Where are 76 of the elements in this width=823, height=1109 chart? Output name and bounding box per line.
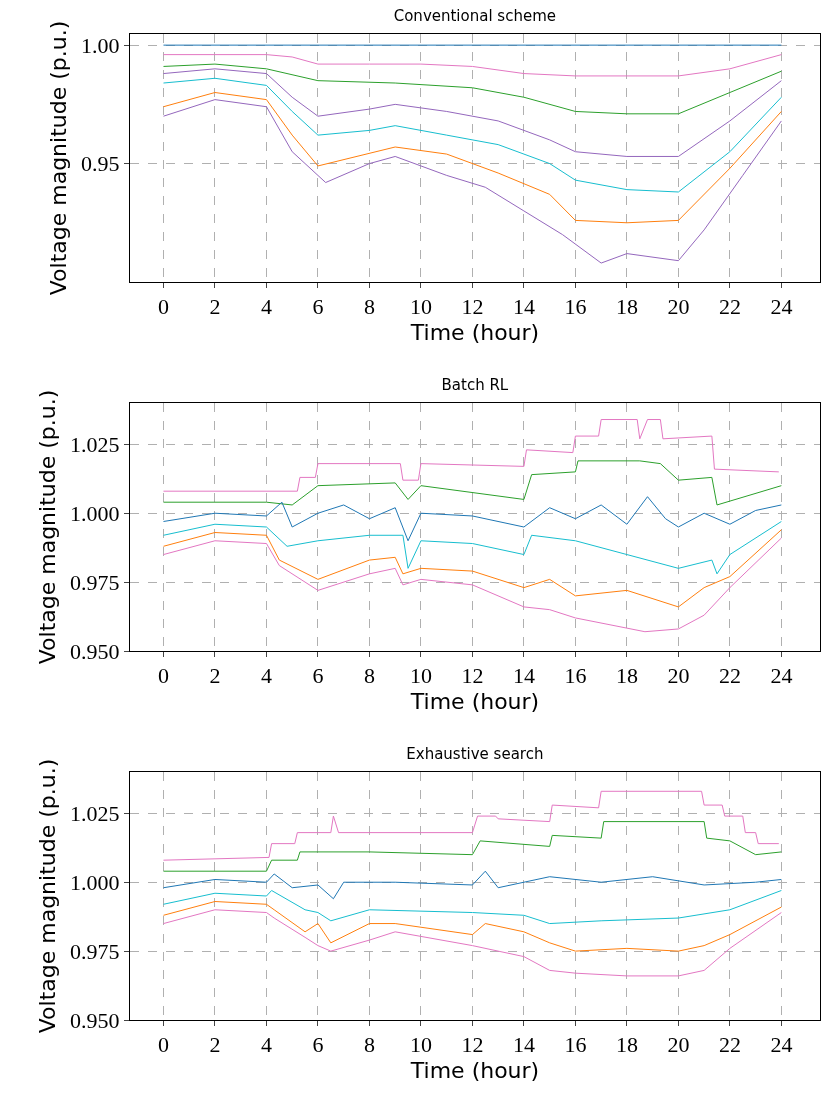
y-tick-label: 1.000 [70,869,120,895]
x-tick-label: 4 [260,663,272,689]
y-axis-title: Voltage magnitude (p.u.) [34,389,60,665]
x-tick-label: 20 [667,663,690,689]
x-tick-label: 8 [363,294,375,320]
line-series [162,901,782,952]
x-tick-label: 24 [770,294,793,320]
line-series [162,77,782,193]
x-tick-label: 12 [461,1032,484,1058]
line-series [162,790,780,861]
x-tick-label: 4 [260,294,272,320]
x-tick-label: 22 [718,663,741,689]
x-axis-title: Time (hour) [409,689,540,715]
x-tick-label: 0 [157,294,169,320]
x-tick-label: 12 [461,294,484,320]
y-axis-title: Voltage magnitude (p.u.) [34,758,60,1034]
line-series [162,520,782,575]
x-tick-label: 18 [615,663,638,689]
x-tick-label: 0 [157,1032,169,1058]
y-tick-label: 0.950 [70,638,120,664]
y-tick-label: 0.975 [70,569,120,595]
chart-title: Exhaustive search [406,744,544,763]
x-tick-label: 2 [209,1032,221,1058]
x-tick-label: 18 [615,294,638,320]
y-tick-label: 1.000 [70,500,120,526]
x-tick-label: 16 [564,1032,587,1058]
y-axis-title: Voltage magnitude (p.u.) [45,20,71,296]
line-series [162,460,782,506]
line-series [162,529,782,608]
line-series [162,870,782,900]
line-series [162,821,782,872]
y-tick-label: 0.975 [70,938,120,964]
chart-title: Batch RL [441,375,509,394]
line-series [162,54,782,77]
x-tick-label: 6 [312,294,324,320]
x-tick-label: 20 [667,1032,690,1058]
line-series [162,99,782,264]
x-tick-label: 20 [667,294,690,320]
chart-title: Conventional scheme [393,6,557,25]
x-tick-label: 22 [718,1032,741,1058]
x-tick-label: 10 [409,663,432,689]
x-tick-label: 10 [409,294,432,320]
y-tick-label: 1.025 [70,801,120,827]
x-tick-label: 16 [564,663,587,689]
x-tick-label: 8 [363,663,375,689]
y-tick-label: 0.95 [81,151,120,177]
y-tick-label: 1.00 [81,32,120,58]
line-series [162,63,782,115]
y-tick-label: 0.950 [70,1007,120,1033]
x-tick-label: 8 [363,1032,375,1058]
line-series [162,889,782,925]
x-tick-label: 2 [209,663,221,689]
line-series [162,68,782,157]
line-series [162,537,782,633]
x-tick-label: 2 [209,294,221,320]
line-series [162,496,782,542]
line-series [162,419,780,492]
x-tick-label: 22 [718,294,741,320]
x-tick-label: 14 [512,1032,535,1058]
x-tick-label: 0 [157,663,169,689]
x-tick-label: 4 [260,1032,272,1058]
x-axis-title: Time (hour) [409,1058,540,1084]
x-tick-label: 24 [770,1032,793,1058]
x-tick-label: 16 [564,294,587,320]
x-tick-label: 12 [461,663,484,689]
x-tick-label: 6 [312,1032,324,1058]
x-tick-label: 24 [770,663,793,689]
x-tick-label: 10 [409,1032,432,1058]
x-tick-label: 6 [312,663,324,689]
y-tick-label: 1.025 [70,432,120,458]
x-axis-title: Time (hour) [409,320,540,346]
line-series [162,909,782,977]
x-tick-label: 18 [615,1032,638,1058]
x-tick-label: 14 [512,663,535,689]
x-tick-label: 14 [512,294,535,320]
line-series [162,92,782,224]
